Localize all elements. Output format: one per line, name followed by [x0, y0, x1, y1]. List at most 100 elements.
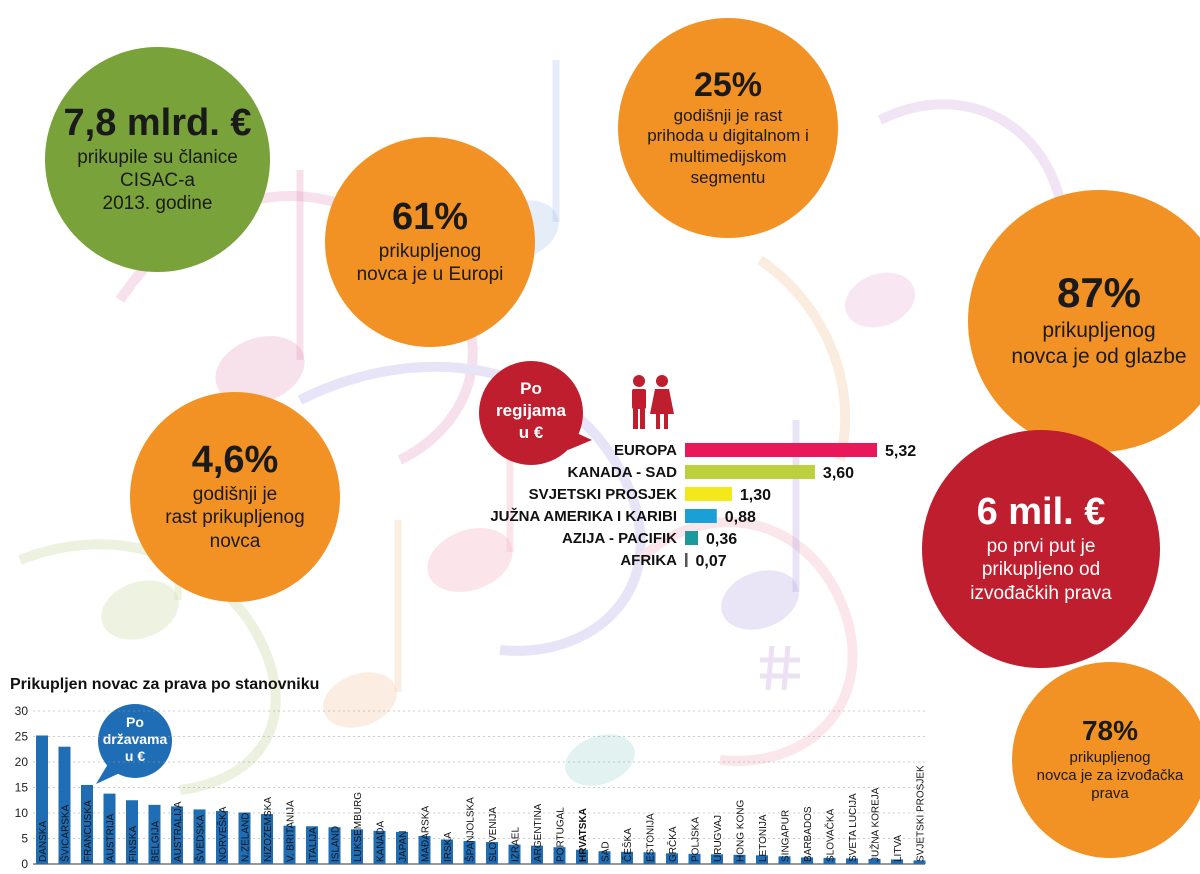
stat-value: 87% [1056, 269, 1142, 317]
country-bar [103, 793, 116, 864]
region-value-label: 0,07 [696, 553, 727, 570]
country-bar [711, 854, 723, 864]
country-bar [688, 853, 701, 864]
stat-circle-digital-growth: 25% godišnji je rast prihoda u digitalno… [618, 18, 838, 238]
stat-value: 78% [1081, 714, 1139, 746]
country-bar [216, 810, 228, 864]
stat-value: 6 mil. € [976, 491, 1106, 534]
country-bar [598, 851, 611, 864]
country-bar [418, 835, 431, 864]
stat-text-line: prikupljenog [1042, 319, 1156, 343]
country-bar [823, 857, 836, 864]
y-tick-label: 15 [15, 781, 29, 795]
country-label: BELGIJA [151, 821, 162, 862]
country-bar [778, 856, 791, 864]
country-label: PORTUGAL [556, 807, 567, 862]
regions-badge-line: u € [519, 423, 544, 442]
country-bar [508, 844, 521, 864]
country-label: ARGENTINA [533, 803, 544, 862]
region-label: AZIJA - PACIFIK [562, 530, 677, 547]
stat-text-line: CISAC-a [120, 169, 195, 191]
stat-text-line: prikupljenog [378, 240, 482, 262]
stat-text-line: prikupljeno od [981, 559, 1101, 581]
country-label: SINGAPUR [781, 810, 792, 862]
country-bar [171, 806, 183, 864]
region-value-label: 0,88 [725, 509, 756, 526]
country-label: LITVA [893, 835, 904, 862]
country-bar [801, 857, 813, 864]
country-label: SAD [601, 841, 612, 862]
country-label: ŠVICARSKA [59, 804, 72, 862]
stat-text-line: po prvi put je [986, 536, 1096, 558]
stat-text-line: godišnji je [192, 484, 278, 506]
stat-text-line: izvođačkih prava [970, 582, 1112, 604]
region-value-label: 1,30 [740, 487, 771, 504]
country-label: AUSTRALIJA [173, 801, 184, 862]
region-bar [685, 465, 815, 479]
country-label: MAĐARSKA [421, 806, 432, 862]
country-label: URUGVAJ [713, 815, 724, 862]
y-tick-label: 5 [21, 832, 28, 846]
country-label: FINSKA [128, 826, 139, 862]
stat-circle-music-share: 87% prikupljenog novca je od glazbe [968, 190, 1200, 452]
y-tick-label: 0 [21, 857, 28, 871]
stat-value: 61% [391, 195, 469, 238]
stat-circle-annual-growth: 4,6% godišnji je rast prikupljenog novca [130, 392, 340, 602]
regions-badge-line: Po [520, 379, 542, 398]
country-label: IZRAEL [511, 827, 522, 862]
country-label: SVETA LUCIJA [848, 793, 859, 862]
stat-text-line: godišnji je rast [673, 105, 783, 125]
regions-badge: Po regijama u € [479, 361, 592, 465]
region-label: KANADA - SAD [568, 464, 678, 481]
country-bar [441, 839, 453, 864]
country-bar [846, 858, 858, 864]
country-bar [643, 852, 656, 864]
country-bar [621, 851, 633, 864]
country-label: SLOVAČKA [824, 809, 837, 862]
country-label: POLJSKA [691, 817, 702, 862]
stat-value: 7,8 mlrd. € [63, 101, 252, 144]
country-label: IRSKA [443, 832, 454, 862]
region-bar [685, 487, 732, 501]
country-label: ŠVEDSKA [194, 814, 207, 862]
country-label: LETONIJA [758, 814, 769, 862]
country-bar [373, 830, 386, 864]
country-bar [36, 735, 48, 864]
country-label: NIZOZEMSKA [263, 797, 274, 862]
stat-text-line: novca je za izvođačka [1036, 766, 1184, 784]
country-bar [81, 784, 93, 864]
region-label: JUŽNA AMERIKA I KARIBI [490, 507, 677, 525]
country-bar [733, 854, 746, 864]
stat-value: 4,6% [191, 439, 279, 482]
y-tick-label: 25 [15, 730, 29, 744]
country-label: GRČKA [666, 826, 679, 862]
country-bar [126, 800, 138, 864]
country-label: DANSKA [38, 821, 49, 862]
countries-badge-line: Po [126, 714, 144, 730]
countries-badge-line: državama [103, 731, 168, 747]
country-label: V. BRITANIJA [286, 800, 297, 862]
region-label: AFRIKA [620, 552, 677, 569]
country-bar [238, 812, 251, 864]
country-bar [486, 842, 498, 864]
country-bar-chart: 0 5 10 15 20 25 30 DANSKA ŠVICARSKA FRANCUSKA AUST… [15, 704, 927, 871]
stat-value: 25% [693, 65, 763, 104]
region-bar-chart: EUROPA 5,32 KANADA - SAD 3,60 SVJETSKI PROSJ… [490, 442, 916, 570]
country-bar [58, 746, 71, 864]
stat-text-line: rast prikupljenog [165, 507, 305, 529]
country-label: ESTONIJA [646, 813, 657, 862]
stat-text-line: prikupile su članice [77, 146, 238, 168]
country-bar [868, 858, 881, 864]
country-label: BARBADOS [803, 806, 814, 862]
country-label: NORVEŠKA [216, 806, 229, 862]
country-label: ITALIJA [308, 827, 319, 862]
country-label: ČEŠKA [621, 828, 634, 862]
country-bar [553, 847, 566, 864]
stat-text-line: prikupljenog [1069, 748, 1151, 766]
stat-text-line: multimedijskom [669, 147, 787, 166]
regions-badge-line: regijama [496, 401, 566, 420]
stat-text-line: 2013. godine [102, 193, 213, 215]
stat-text-line: prihoda u digitalnom i [647, 126, 809, 146]
